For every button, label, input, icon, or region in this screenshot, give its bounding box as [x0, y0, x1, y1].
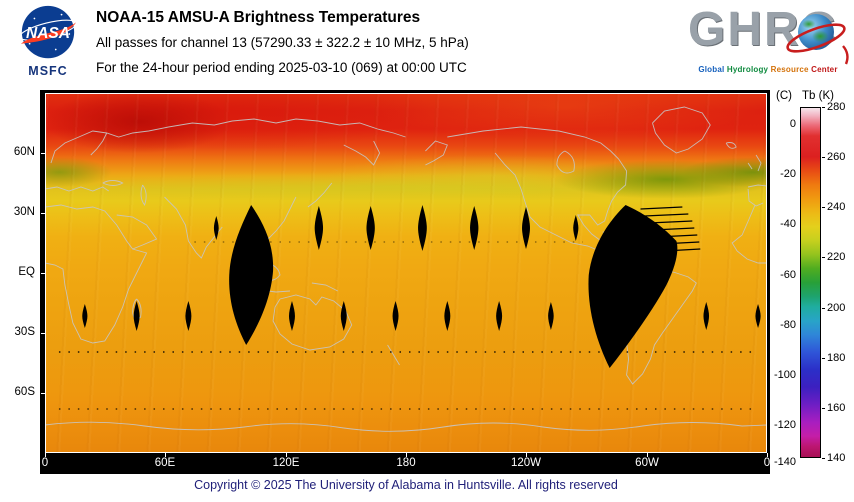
lon-axis-label: 0: [41, 457, 49, 469]
data-gap-diamond: [522, 207, 530, 249]
data-gap-region: [229, 205, 274, 345]
ghrc-subtitle-word: Resource: [768, 65, 809, 74]
ghrc-subtitle: Global Hydrology Resource Center: [684, 65, 852, 74]
lon-axis-label: 180: [396, 457, 416, 469]
nasa-logo: NASA: [19, 5, 77, 59]
ghrc-orbit-icon: [786, 23, 849, 65]
colorbar-tick-label-celsius: -40: [780, 218, 796, 231]
colorbar-tick-kelvin: [822, 107, 825, 108]
lon-axis-tick: [647, 453, 648, 457]
colorbar-tick-label-kelvin: 200: [827, 301, 846, 314]
data-gap-diamond: [133, 301, 140, 331]
lon-axis-label: 0: [763, 457, 771, 469]
subtitle-period: For the 24-hour period ending 2025-03-10…: [96, 60, 467, 75]
colorbar-tick-label-celsius: -80: [780, 318, 796, 331]
data-gap-hatch: [648, 220, 693, 224]
data-gap-diamond: [418, 205, 427, 251]
ghrc-logo: GHRC Global Hydrology Resource Center: [684, 2, 852, 86]
data-gap-diamond: [444, 301, 451, 331]
lat-axis-tick: [41, 273, 45, 274]
coastline-paths: [45, 106, 767, 432]
data-gap-diamond: [703, 302, 710, 330]
subtitle-channel: All passes for channel 13 (57290.33 ± 32…: [96, 35, 469, 50]
colorbar-unit-celsius: (C): [776, 90, 792, 102]
data-gap-diamond: [288, 301, 295, 331]
data-gap-diamond: [314, 206, 324, 250]
data-gap-hatch: [656, 234, 698, 238]
lon-axis-tick: [406, 453, 407, 457]
data-gap-diamond: [82, 304, 88, 328]
data-gap-diamond: [366, 206, 375, 250]
data-gap-diamond: [340, 301, 347, 331]
colorbar-tick-label-kelvin: 260: [827, 151, 846, 164]
lat-axis-tick: [41, 213, 45, 214]
colorbar: [800, 107, 821, 458]
data-gap-diamond: [185, 301, 192, 331]
coastlines-overlay: [45, 106, 767, 432]
page-title: NOAA-15 AMSU-A Brightness Temperatures: [96, 9, 421, 26]
data-gap-diamond: [755, 304, 761, 328]
lon-axis-label: 120E: [272, 457, 300, 469]
lat-axis-label: 30S: [14, 326, 35, 338]
data-gap-diamond: [496, 301, 503, 331]
colorbar-tick-label-kelvin: 280: [827, 101, 846, 113]
lon-axis-label: 120W: [510, 457, 542, 469]
data-gaps-layer: [58, 205, 761, 410]
ghrc-subtitle-word: Center: [808, 65, 838, 74]
copyright-text: Copyright © 2025 The University of Alaba…: [194, 478, 618, 492]
colorbar-tick-label-kelvin: 160: [827, 401, 846, 414]
colorbar-tick-label-celsius: -120: [773, 419, 796, 432]
ghrc-subtitle-word: Hydrology: [724, 65, 769, 74]
data-gap-diamond: [392, 301, 399, 331]
colorbar-unit-kelvin: Tb (K): [802, 90, 834, 102]
colorbar-tick-label-celsius: -60: [780, 268, 796, 281]
colorbar-tick-label-kelvin: 140: [827, 452, 846, 464]
data-gap-diamond: [573, 215, 579, 241]
lon-axis-label: 60E: [154, 457, 176, 469]
lon-axis-tick: [526, 453, 527, 457]
lon-axis-tick: [45, 453, 46, 457]
data-gap-hatch: [660, 241, 700, 245]
lon-axis-label: 60W: [635, 457, 659, 469]
ghrc-subtitle-word: Global: [698, 65, 725, 74]
lat-axis-tick: [41, 393, 45, 394]
colorbar-tick-label-celsius: -100: [773, 368, 796, 381]
colorbar-tick-kelvin: [822, 458, 825, 459]
colorbar-tick-label-celsius: 0: [789, 118, 796, 131]
lat-axis-tick: [41, 333, 45, 334]
nasa-swoosh-icon: [20, 22, 77, 44]
data-gap-hatch: [644, 213, 689, 217]
lat-axis-label: 60N: [13, 146, 35, 158]
data-gap-diamond: [470, 206, 479, 250]
colorbar-tick-kelvin: [822, 407, 825, 409]
data-gap-hatch: [664, 248, 701, 252]
lat-axis-label: 60S: [14, 386, 35, 398]
map-frame: [45, 93, 767, 453]
data-gap-hatch: [640, 206, 683, 210]
colorbar-tick-label-celsius: -20: [780, 168, 796, 181]
colorbar-tick-label-kelvin: 240: [827, 201, 846, 214]
data-gap-region: [588, 205, 678, 368]
colorbar-tick-kelvin: [822, 307, 825, 309]
lon-axis-tick: [165, 453, 166, 457]
data-gap-diamond: [548, 302, 554, 330]
data-gap-hatch: [652, 227, 695, 231]
lat-axis-label: EQ: [18, 266, 35, 278]
lat-axis-label: 30N: [13, 206, 35, 218]
colorbar-tick-label-celsius: -140: [773, 456, 796, 468]
colorbar-tick-kelvin: [822, 207, 825, 209]
colorbar-tick-kelvin: [822, 257, 825, 259]
lon-axis-tick: [286, 453, 287, 457]
colorbar-tick-label-kelvin: 180: [827, 351, 846, 364]
colorbar-tick-label-kelvin: 220: [827, 251, 846, 264]
lat-axis-tick: [41, 153, 45, 154]
colorbar-tick-kelvin: [822, 357, 825, 359]
lon-axis-tick: [767, 453, 768, 457]
colorbar-tick-kelvin: [822, 157, 825, 159]
data-gap-diamond: [213, 216, 219, 240]
msfc-label: MSFC: [28, 64, 68, 78]
nasa-wordmark: NASA: [26, 25, 70, 42]
